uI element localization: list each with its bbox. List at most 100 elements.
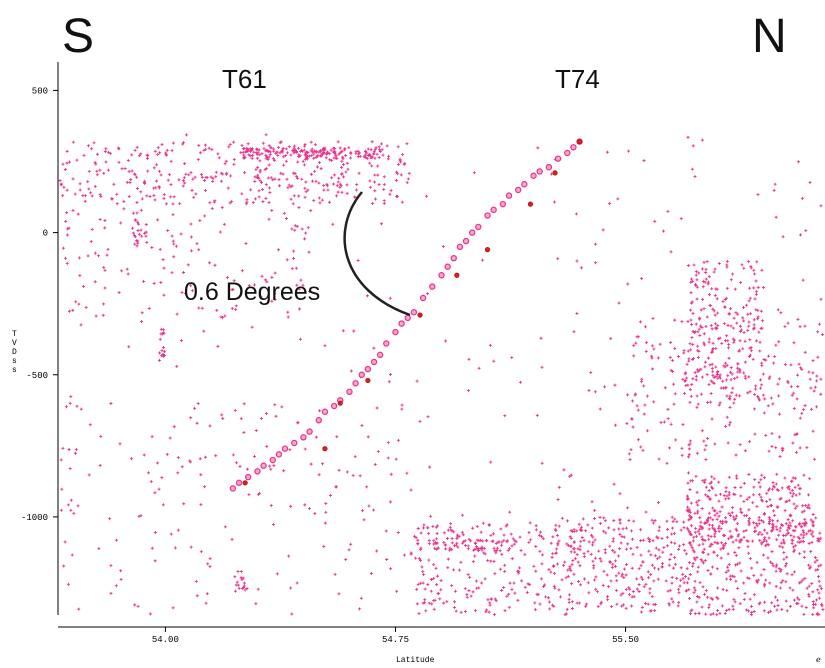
event-point <box>98 464 102 468</box>
event-point <box>373 197 377 201</box>
event-point <box>190 249 194 253</box>
event-point <box>134 218 138 222</box>
event-point <box>708 293 712 297</box>
event-point <box>140 197 144 201</box>
event-point <box>245 467 249 471</box>
event-point <box>234 583 238 587</box>
event-point <box>808 528 812 532</box>
event-point <box>781 235 785 239</box>
event-point <box>685 567 689 571</box>
event-point <box>137 514 141 518</box>
event-point <box>419 531 423 535</box>
event-point <box>765 542 769 546</box>
event-point <box>337 468 341 472</box>
event-point <box>581 517 585 521</box>
event-point <box>742 319 746 323</box>
event-point <box>269 504 273 508</box>
event-point <box>577 601 581 605</box>
event-point <box>143 179 147 183</box>
event-point <box>419 546 423 550</box>
event-point <box>792 548 796 552</box>
event-point <box>613 383 617 387</box>
event-point <box>209 175 213 179</box>
event-point <box>442 540 446 544</box>
event-point <box>739 494 743 498</box>
well-label-t61: T61 <box>222 64 267 94</box>
event-point <box>695 555 699 559</box>
event-point <box>139 514 143 518</box>
event-point <box>808 181 812 185</box>
event-point <box>86 180 90 184</box>
event-point <box>770 550 774 554</box>
event-point <box>175 312 179 316</box>
event-point <box>576 560 580 564</box>
event-point <box>794 525 798 529</box>
event-point <box>319 154 323 158</box>
event-point <box>754 308 758 312</box>
event-point <box>158 151 162 155</box>
event-point <box>576 579 580 583</box>
event-point <box>652 521 656 525</box>
event-point <box>787 526 791 530</box>
trend-point <box>545 163 553 171</box>
event-point <box>65 227 69 231</box>
event-point <box>297 206 301 210</box>
event-point <box>172 195 176 199</box>
event-point <box>751 493 755 497</box>
event-point <box>703 365 707 369</box>
event-point <box>789 363 793 367</box>
event-point <box>791 519 795 523</box>
event-point <box>706 282 710 286</box>
event-point <box>172 242 176 246</box>
event-point <box>345 470 349 474</box>
event-point <box>580 528 584 532</box>
event-point <box>788 586 792 590</box>
event-point <box>333 151 337 155</box>
event-point <box>539 577 543 581</box>
event-point <box>805 532 809 536</box>
event-point <box>554 529 558 533</box>
event-point <box>745 539 749 543</box>
event-point <box>523 585 527 589</box>
event-point <box>696 565 700 569</box>
event-point <box>673 556 677 560</box>
event-point <box>260 152 264 156</box>
event-point <box>673 392 677 396</box>
event-point <box>246 142 250 146</box>
event-point <box>671 369 675 373</box>
event-point <box>270 275 274 279</box>
event-point <box>271 178 275 182</box>
event-point <box>771 481 775 485</box>
event-point <box>801 529 805 533</box>
event-point <box>759 386 763 390</box>
event-point <box>290 227 294 231</box>
event-point <box>153 491 157 495</box>
event-point <box>693 371 697 375</box>
event-point <box>761 520 765 524</box>
event-point <box>682 349 686 353</box>
event-point <box>566 568 570 572</box>
trend-point <box>352 380 359 387</box>
event-point <box>639 610 643 614</box>
event-point <box>616 197 620 201</box>
event-point <box>507 592 511 596</box>
event-point <box>73 451 77 455</box>
event-point <box>214 170 218 174</box>
event-point <box>71 177 75 181</box>
event-point <box>757 602 761 606</box>
event-point <box>312 156 316 160</box>
event-point <box>810 541 814 545</box>
event-point <box>622 576 626 580</box>
event-point <box>67 309 71 313</box>
event-point <box>518 535 522 539</box>
event-point <box>715 554 719 558</box>
event-point <box>650 518 654 522</box>
event-point <box>624 587 628 591</box>
event-point <box>723 298 727 302</box>
event-point <box>282 469 286 473</box>
event-point <box>367 504 371 508</box>
event-point <box>452 568 456 572</box>
event-point <box>713 313 717 317</box>
event-point <box>760 542 764 546</box>
event-point <box>785 500 789 504</box>
